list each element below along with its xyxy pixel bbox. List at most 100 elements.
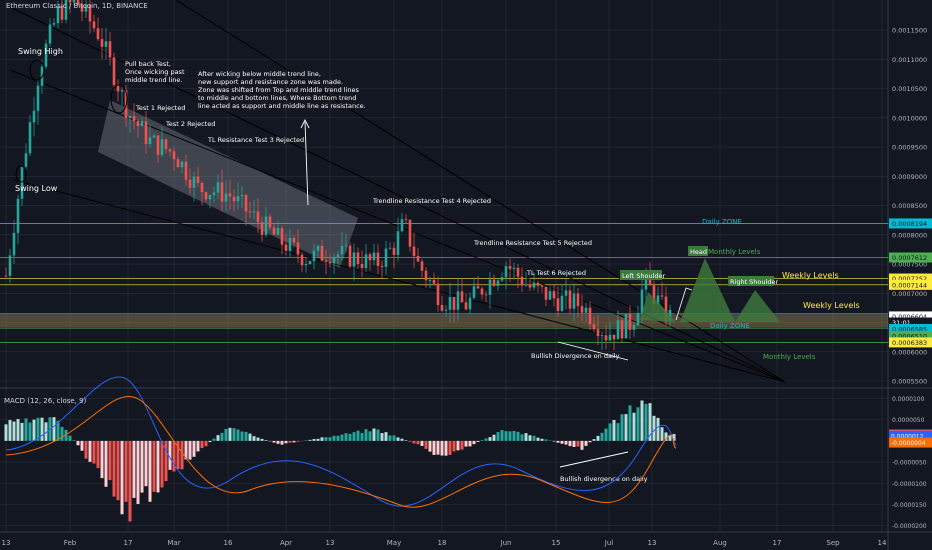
y-tick-label: 0.0007000 (892, 290, 927, 298)
macd-histogram-bar (124, 440, 128, 502)
candle-body (276, 228, 280, 235)
macd-histogram-bar (560, 440, 564, 444)
macd-histogram-bar (620, 414, 624, 441)
candle-body (472, 286, 476, 298)
candle-body (28, 122, 32, 154)
macd-histogram-bar (136, 440, 140, 504)
price-badge (889, 273, 932, 284)
macd-histogram-bar (40, 417, 44, 441)
candle-body (152, 135, 156, 138)
candle-body (96, 28, 100, 40)
macd-histogram-bar (364, 429, 368, 441)
weekly-levels-label-1: Weekly Levels (782, 271, 839, 280)
macd-histogram-bar (104, 440, 108, 487)
macd-histogram-bar (656, 417, 660, 441)
macd-histogram-bar (176, 440, 180, 470)
candle-body (428, 279, 432, 281)
price-badge (889, 252, 932, 263)
macd-histogram-bar (280, 440, 284, 445)
candle-body (344, 245, 348, 247)
candle-body (260, 222, 264, 235)
macd-histogram-bar (340, 434, 344, 441)
macd-histogram-bar (192, 440, 196, 457)
chart-title: Ethereum Classic / Bitcoin, 1D, BINANCE (6, 2, 148, 10)
candle-body (408, 219, 412, 247)
macd-histogram-bar (92, 440, 96, 464)
macd-histogram-bar (612, 420, 616, 441)
candle-body (660, 295, 664, 297)
candle-body (384, 248, 388, 267)
candle-body (80, 4, 84, 12)
macd-histogram-bar (328, 437, 332, 441)
candle-body (644, 272, 648, 290)
zone-shift-note: to middle and bottom lines, Where Bottom… (198, 94, 356, 102)
candle-body (584, 307, 588, 313)
candle-body (552, 291, 556, 299)
test1-label: Test 1 Rejected (135, 104, 185, 112)
candle-body (232, 196, 236, 202)
candle-body (356, 252, 360, 265)
macd-histogram-bar (348, 433, 352, 441)
candle-body (348, 245, 352, 267)
macd-histogram-bar (4, 424, 8, 441)
candle-body (308, 261, 312, 265)
price-badge (889, 311, 932, 322)
macd-histogram-bar (580, 440, 584, 450)
test2-label: Test 2 Rejected (165, 120, 215, 128)
candle-body (588, 307, 592, 325)
candle-body (312, 250, 316, 262)
macd-histogram-bar (660, 427, 664, 441)
candle-body (496, 280, 500, 286)
candle-body (568, 290, 572, 309)
x-tick-label: 13 (326, 539, 335, 547)
candle-body (288, 237, 292, 251)
swing-low-label: Swing Low (15, 184, 58, 193)
y-tick-label: 0.0009500 (892, 144, 927, 152)
macd-histogram-bar (432, 440, 436, 455)
candle-body (164, 139, 168, 150)
candle-body (536, 282, 540, 286)
candle-body (500, 277, 504, 281)
macd-histogram-bar (520, 434, 524, 441)
candle-body (468, 297, 472, 310)
candle-body (248, 211, 252, 213)
candle-body (120, 90, 124, 92)
macd-histogram-bar (500, 430, 504, 441)
macd-histogram-bar (392, 435, 396, 441)
right-shoulder-box (728, 276, 774, 286)
macd-histogram-bar (64, 429, 68, 441)
candle-body (612, 334, 616, 340)
right-shoulder-label: Right Shoulder (730, 278, 778, 286)
candle-body (600, 335, 604, 337)
macd-y-tick-label: -0.0000050 (892, 460, 927, 467)
macd-badge (889, 437, 932, 448)
macd-histogram-bar (532, 435, 536, 441)
price-badge-label: 0.0006383 (892, 339, 927, 347)
macd-histogram-bar (164, 440, 168, 482)
macd-histogram-bar (212, 438, 216, 441)
macd-histogram-bar (168, 440, 172, 470)
candle-body (396, 231, 400, 255)
candle-body (108, 41, 112, 58)
macd-histogram-bar (248, 433, 252, 441)
macd-histogram-bar (436, 440, 440, 455)
candle-body (116, 85, 120, 92)
candle-body (596, 329, 600, 337)
x-tick-label: 13 (648, 539, 657, 547)
macd-histogram-bar (352, 432, 356, 441)
macd-histogram-bar (144, 440, 148, 487)
candle-body (632, 325, 636, 330)
candle-body (572, 293, 576, 309)
macd-histogram-bar (624, 414, 628, 441)
hs-left-shoulder (640, 292, 676, 322)
candle-body (576, 293, 580, 307)
daily-zone-top-label: Daily ZONE (702, 218, 742, 226)
left-shoulder-box (620, 270, 662, 280)
candle-body (252, 211, 256, 213)
candle-body (508, 266, 512, 269)
macd-histogram-bar (360, 433, 364, 441)
price-badge-label: 0.0008194 (892, 220, 927, 228)
candle-body (20, 166, 24, 199)
macd-histogram-bar (196, 440, 200, 452)
